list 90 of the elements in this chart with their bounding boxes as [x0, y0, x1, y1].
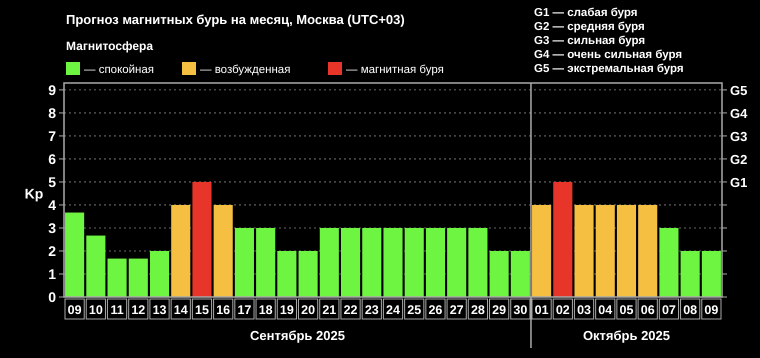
legend-label: — магнитная буря	[346, 64, 444, 76]
bar	[426, 228, 446, 297]
x-tick-label: 22	[344, 303, 358, 317]
bar	[256, 228, 276, 297]
text: G3	[730, 128, 748, 144]
bar	[171, 204, 190, 297]
text: G4	[730, 106, 748, 121]
bar	[574, 204, 594, 297]
x-tick-label: 06	[640, 303, 655, 317]
x-tick-label: 12	[131, 303, 146, 317]
y-tick-label: 7	[48, 128, 56, 144]
legend-label: — спокойная	[84, 64, 154, 76]
y-tick-label: 3	[48, 220, 56, 236]
text: G3 — сильная буря	[534, 35, 646, 47]
x-tick-label: 08	[683, 303, 698, 317]
y-tick-label: 9	[48, 82, 56, 98]
bar	[214, 204, 233, 297]
x-tick-label: 03	[577, 303, 592, 317]
y-axis-title: Kp	[24, 185, 44, 202]
x-tick-label: 15	[195, 303, 209, 317]
x-tick-label: 11	[110, 303, 124, 317]
bar	[404, 228, 424, 297]
legend-title: Магнитосфера	[66, 39, 154, 53]
y-tick-label: 1	[48, 266, 56, 282]
x-tick-label: 04	[598, 303, 612, 317]
bar	[702, 250, 721, 297]
y-tick-label: 6	[48, 150, 56, 167]
x-tick-label: 02	[556, 303, 570, 317]
bar	[192, 182, 212, 297]
text: G2	[730, 152, 748, 167]
bar	[108, 258, 127, 297]
y-tick-label: 4	[48, 196, 56, 213]
bar	[298, 250, 318, 297]
x-tick-label: 07	[662, 303, 676, 317]
x-tick-label: 09	[68, 303, 82, 317]
bar	[234, 228, 254, 297]
text: G2 — средняя буря	[534, 21, 645, 33]
x-tick-label: 30	[513, 303, 528, 317]
bar	[659, 228, 678, 297]
text: Сентябрь 2025	[250, 328, 345, 343]
x-tick-label: 17	[237, 303, 252, 317]
bar	[277, 250, 296, 297]
bar	[638, 204, 658, 297]
x-tick-label: 05	[620, 303, 634, 317]
x-tick-label: 20	[301, 303, 316, 317]
bar	[340, 228, 360, 297]
legend-label: — возбужденная	[200, 64, 290, 76]
bar	[128, 258, 148, 297]
bar	[510, 250, 530, 297]
x-tick-label: 16	[216, 303, 230, 317]
text: G5	[730, 82, 748, 98]
bar	[65, 212, 84, 297]
y-tick-label: 0	[48, 289, 56, 305]
text: G5 — экстремальная буря	[534, 63, 684, 75]
bar	[447, 228, 466, 297]
x-tick-label: 01	[534, 303, 549, 317]
x-tick-label: 26	[428, 303, 442, 317]
bar	[320, 228, 339, 297]
text: Октябрь 2025	[582, 328, 670, 343]
bar	[596, 204, 615, 297]
bar	[150, 250, 170, 297]
bar	[553, 182, 572, 297]
bar	[490, 250, 509, 297]
x-tick-label: 25	[407, 303, 422, 317]
bar	[680, 250, 700, 297]
x-tick-label: 23	[364, 303, 379, 317]
x-tick-label: 21	[322, 303, 336, 317]
text: G4 — очень сильная буря	[534, 49, 682, 61]
bar	[468, 228, 488, 297]
x-tick-label: 10	[88, 303, 103, 317]
x-tick-label: 19	[280, 303, 294, 317]
x-tick-label: 24	[386, 303, 400, 317]
bar	[86, 236, 106, 297]
bar	[532, 204, 552, 297]
x-tick-label: 29	[492, 303, 506, 317]
x-tick-label: 14	[174, 303, 188, 317]
chart-title: Прогноз магнитных бурь на месяц, Москва (UTC+03)	[66, 12, 405, 27]
y-tick-label: 5	[48, 174, 56, 190]
x-tick-label: 27	[450, 303, 464, 317]
bar	[362, 228, 382, 297]
x-tick-label: 18	[258, 303, 273, 317]
y-tick-label: 2	[48, 242, 56, 259]
x-tick-label: 09	[704, 303, 718, 317]
y-tick-label: 8	[48, 104, 56, 121]
bar	[616, 204, 636, 297]
bar	[383, 228, 403, 297]
text: G1 — слабая буря	[534, 7, 638, 19]
text: G1	[730, 174, 748, 190]
x-tick-label: 13	[152, 303, 167, 317]
x-tick-label: 28	[470, 303, 485, 317]
